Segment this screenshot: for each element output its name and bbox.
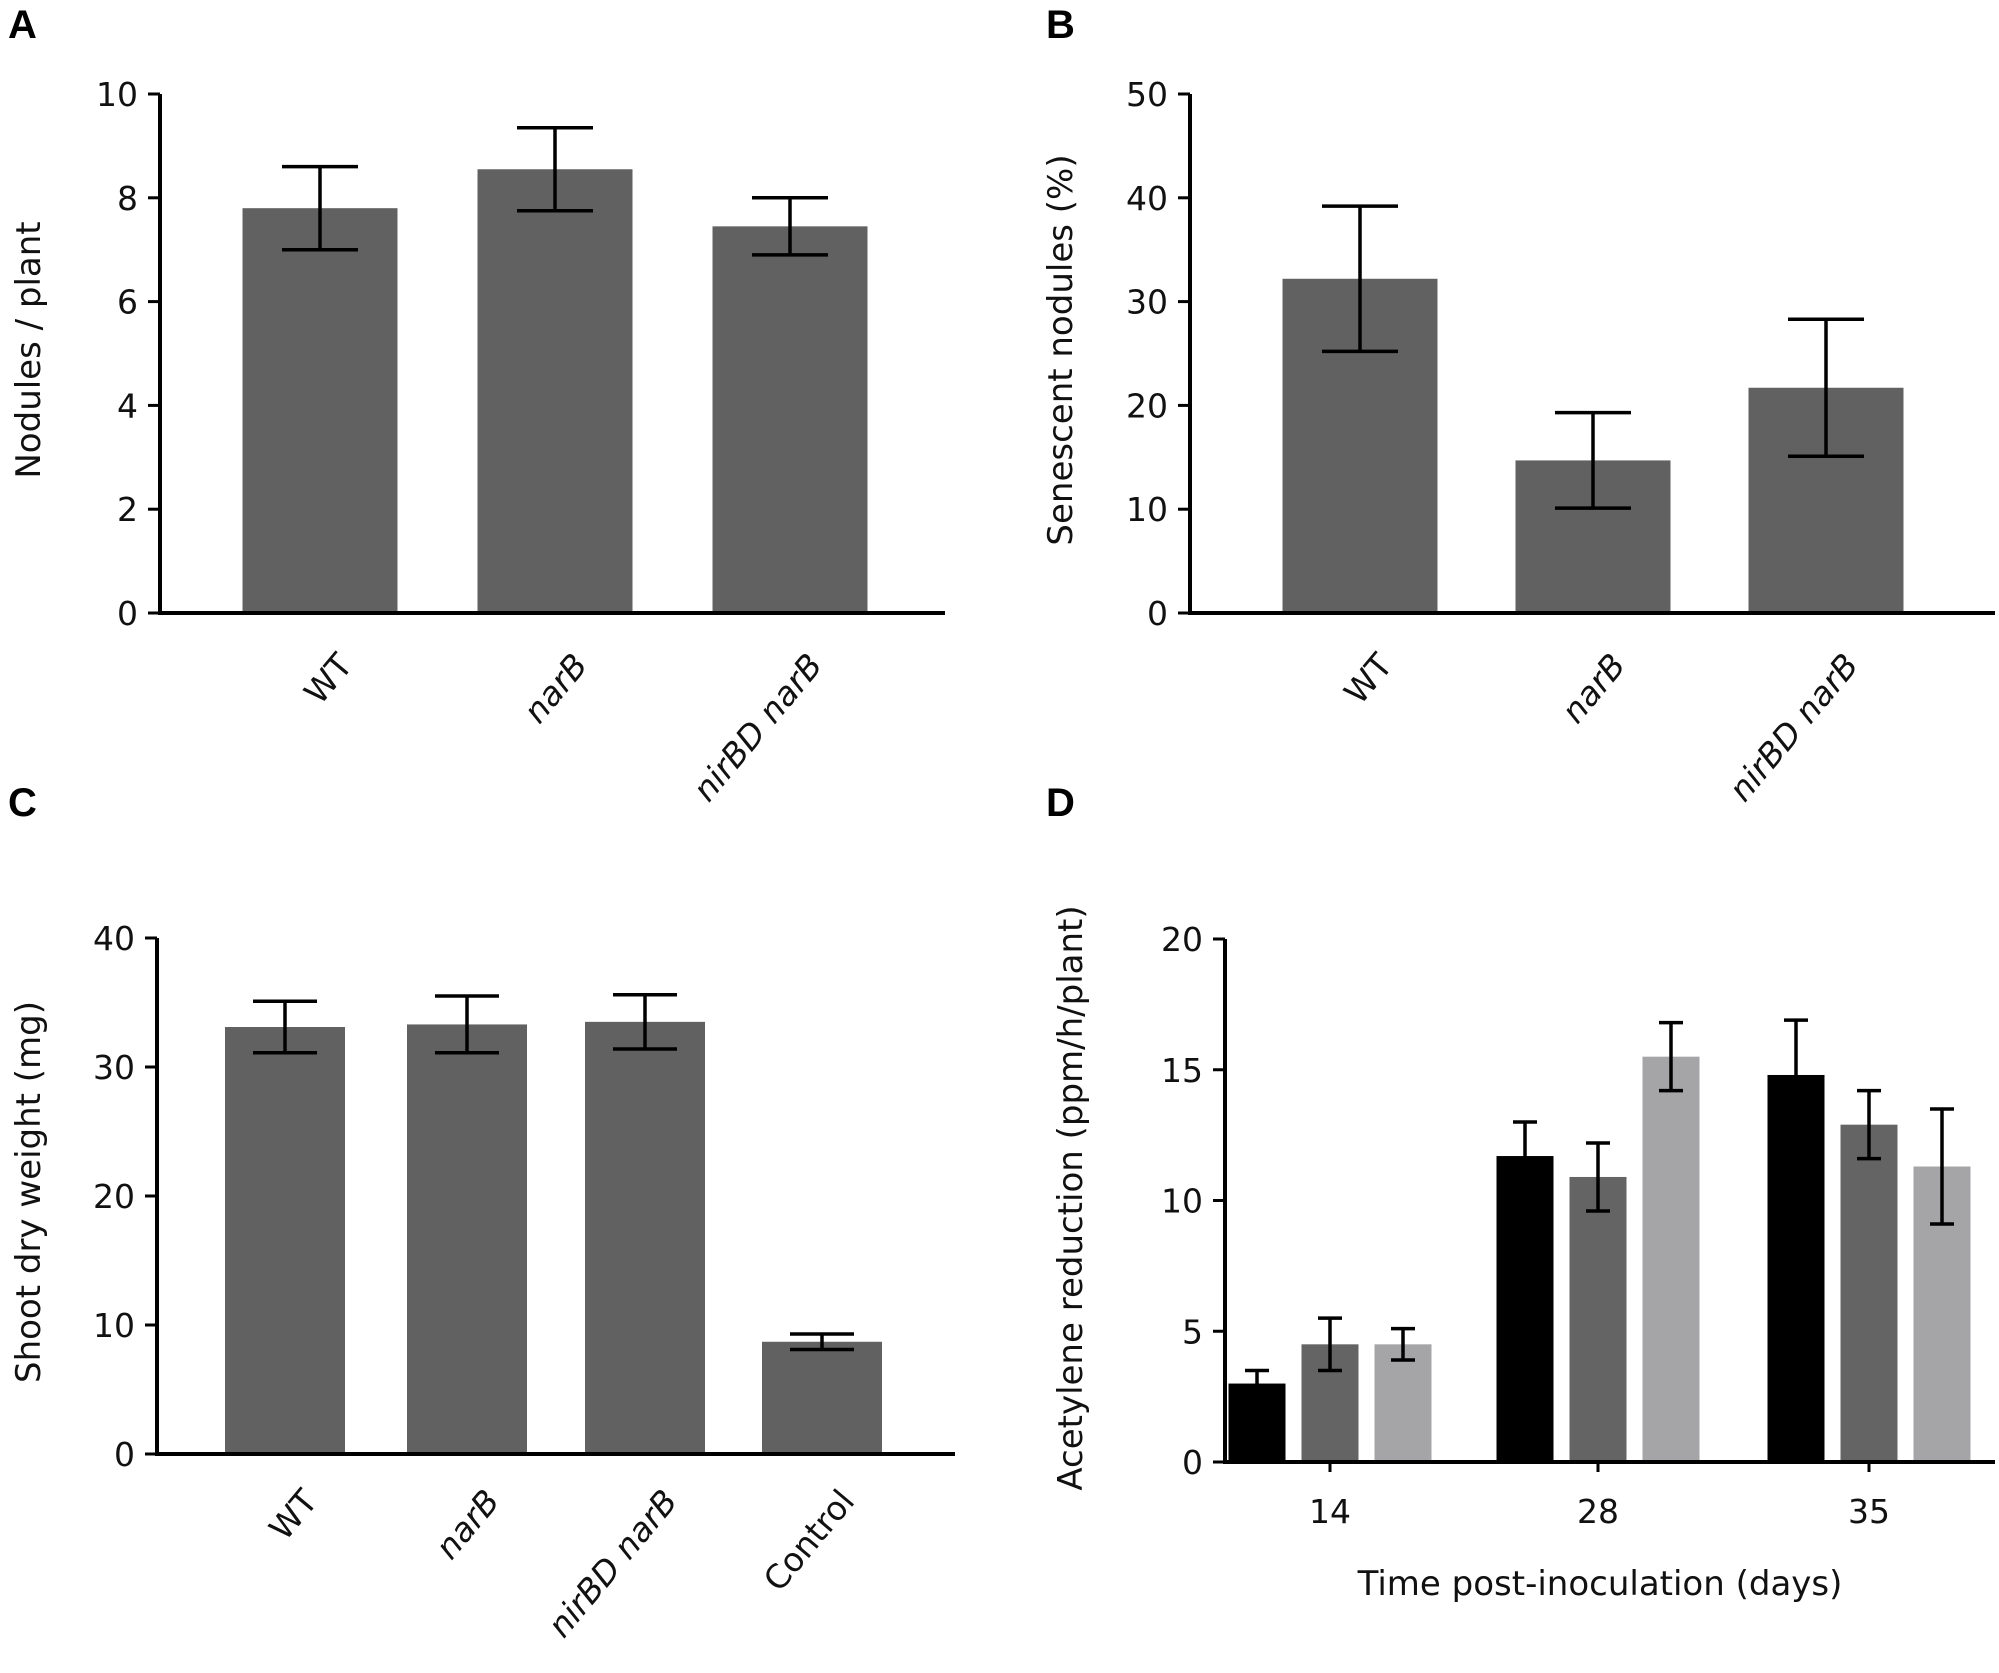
panel-a-errorbar-0 bbox=[282, 164, 358, 252]
panel-c-errorbar-3 bbox=[790, 1332, 854, 1352]
charts-group: 0 2 4 6 8 10 Nodules / plant WT narB nirBD narB 0 1… bbox=[9, 75, 1995, 1645]
panel-d-bar-series-3-28 bbox=[1642, 1056, 1700, 1462]
panel-d-errorbar-series-1-28 bbox=[1513, 1120, 1537, 1192]
panel-d-xcat-label-28: 28 bbox=[1577, 1492, 1619, 1531]
panel-c-xcat-label-2: nirBD narB bbox=[540, 1482, 685, 1645]
panel-b-ytick-label-50: 50 bbox=[1126, 75, 1168, 114]
panel-b-errorbar-2 bbox=[1788, 317, 1864, 459]
panel-a-ytick-label-4: 4 bbox=[117, 386, 138, 425]
panel-a-xcat-label-1: narB bbox=[516, 646, 596, 730]
panel-c-ytick-label-0: 0 bbox=[114, 1435, 135, 1474]
panel-d-ylabel: Acetylene reduction (ppm/h/plant) bbox=[1051, 905, 1091, 1490]
panel-b-ytick-label-30: 30 bbox=[1126, 283, 1168, 322]
panel-c-errorbar-0 bbox=[253, 999, 317, 1055]
panel-d-ytick-label-15: 15 bbox=[1161, 1051, 1203, 1090]
panel-d-errorbar-series-2-28 bbox=[1586, 1141, 1610, 1213]
panel-a-bar-2 bbox=[712, 226, 868, 613]
panel-c-ytick-label-10: 10 bbox=[93, 1306, 135, 1345]
panel-a-ytick-label-0: 0 bbox=[117, 594, 138, 633]
panel-a-ytick-label-2: 2 bbox=[117, 490, 138, 529]
panel-c-ytick-label-40: 40 bbox=[93, 919, 135, 958]
panel-b-ytick-label-40: 40 bbox=[1126, 179, 1168, 218]
panel-a-label: A bbox=[8, 3, 37, 47]
panel-c-bar-1 bbox=[407, 1024, 527, 1454]
panel-b-ylabel: Senescent nodules (%) bbox=[1041, 154, 1081, 545]
panel-c-ytick-label-30: 30 bbox=[93, 1048, 135, 1087]
panel-b-ytick-label-20: 20 bbox=[1126, 386, 1168, 425]
panel-b-xcat-label-2: nirBD narB bbox=[1721, 646, 1866, 809]
panel-d-bar-series-2-28 bbox=[1569, 1176, 1627, 1462]
panel-b-errorbar-1 bbox=[1555, 410, 1631, 510]
panel-b-ytick-label-0: 0 bbox=[1147, 594, 1168, 633]
panel-d-ytick-label-20: 20 bbox=[1161, 920, 1203, 959]
panel-c-bar-0 bbox=[225, 1027, 345, 1454]
panel-c-ylabel: Shoot dry weight (mg) bbox=[9, 1001, 49, 1383]
panel-c-xcat-label-0: WT bbox=[261, 1481, 325, 1547]
panel-d-ytick-label-10: 10 bbox=[1161, 1182, 1203, 1221]
panel-a-xcat-label-2: nirBD narB bbox=[685, 646, 830, 809]
panel-a-ylabel: Nodules / plant bbox=[9, 221, 49, 478]
panel-a-ytick-label-10: 10 bbox=[96, 75, 138, 114]
panel-c-bar-2 bbox=[585, 1021, 705, 1454]
panel-d-bar-series-3-14 bbox=[1374, 1344, 1432, 1462]
panel-a-ytick-label-6: 6 bbox=[117, 283, 138, 322]
panel-b-label: B bbox=[1046, 3, 1075, 47]
panel-d-bar-series-1-28 bbox=[1496, 1156, 1554, 1462]
panel-b-ytick-label-10: 10 bbox=[1126, 490, 1168, 529]
panel-a-bar-1 bbox=[477, 169, 633, 613]
panel-d-errorbar-series-1-14 bbox=[1245, 1368, 1269, 1399]
panel-d-label: D bbox=[1046, 781, 1075, 825]
panel-a-chart: 0 2 4 6 8 10 Nodules / plant WT narB nirBD narB bbox=[9, 75, 945, 809]
panel-a-errorbar-2 bbox=[752, 196, 828, 257]
panel-c-xcat-label-3: Control bbox=[756, 1482, 863, 1598]
panel-d-xcat-label-35: 35 bbox=[1848, 1492, 1890, 1531]
panel-c-errorbar-1 bbox=[435, 994, 499, 1055]
panel-c-bar-3 bbox=[762, 1341, 882, 1454]
panel-d-ytick-label-0: 0 bbox=[1182, 1443, 1203, 1482]
panel-d-xlabel: Time post-inoculation (days) bbox=[1357, 1564, 1843, 1604]
panel-d-bar-series-1-35 bbox=[1767, 1074, 1825, 1462]
panel-d-errorbar-series-3-14 bbox=[1391, 1326, 1415, 1362]
panel-c-ytick-label-20: 20 bbox=[93, 1177, 135, 1216]
panel-d-chart: 0 5 10 15 20 Acetylene reduction (ppm/h/plant… bbox=[1051, 905, 1995, 1604]
panel-b-chart: 0 10 20 30 40 50 Senescent nodules (%) WT narB ni… bbox=[1041, 75, 1995, 809]
panel-c-errorbar-2 bbox=[613, 993, 677, 1051]
panel-c-chart: 0 10 20 30 40 Shoot dry weight (mg) WT narB nirB… bbox=[9, 919, 955, 1645]
panel-b-xcat-label-0: WT bbox=[1336, 645, 1400, 711]
panel-d-errorbar-series-2-14 bbox=[1318, 1316, 1342, 1373]
panel-b-errorbar-0 bbox=[1322, 204, 1398, 354]
panel-d-bar-series-2-35 bbox=[1840, 1124, 1898, 1462]
panel-a-ytick-label-8: 8 bbox=[117, 179, 138, 218]
panel-d-errorbar-series-3-28 bbox=[1659, 1020, 1683, 1093]
panel-b-xcat-label-1: narB bbox=[1554, 646, 1634, 730]
panel-d-xcat-label-14: 14 bbox=[1309, 1492, 1351, 1531]
panel-a-bar-0 bbox=[242, 208, 398, 613]
panel-d-ytick-label-5: 5 bbox=[1182, 1312, 1203, 1351]
panel-d-errorbar-series-3-35 bbox=[1930, 1107, 1954, 1226]
panel-c-label: C bbox=[8, 781, 37, 825]
panel-c-xcat-label-1: narB bbox=[428, 1482, 508, 1566]
panel-d-errorbar-series-1-35 bbox=[1784, 1018, 1808, 1132]
panel-a-xcat-label-0: WT bbox=[296, 645, 360, 711]
panel-d-errorbar-series-2-35 bbox=[1857, 1088, 1881, 1161]
panel-a-errorbar-1 bbox=[517, 125, 593, 213]
